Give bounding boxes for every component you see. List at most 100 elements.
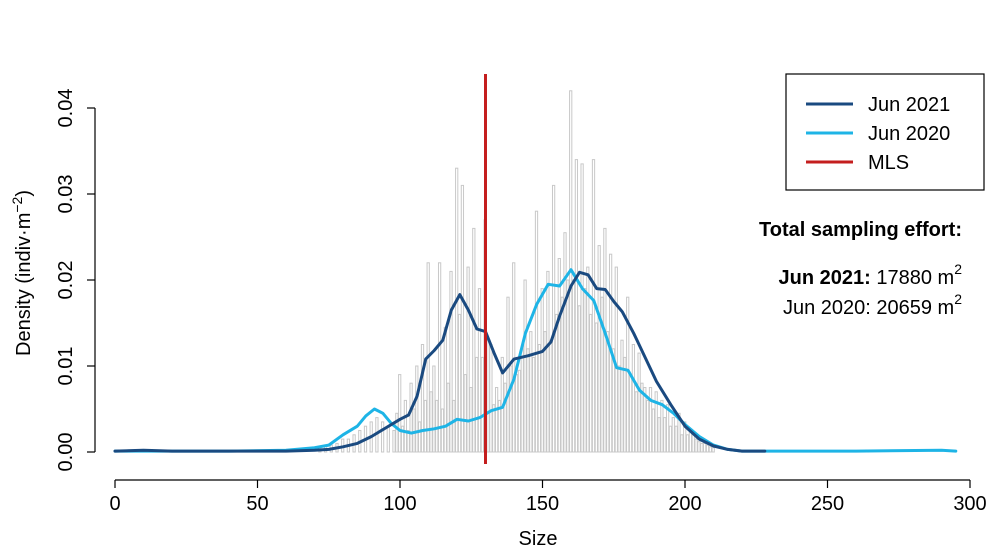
histogram-bar	[452, 399, 456, 453]
histogram-bar	[514, 374, 519, 453]
histogram-bar	[475, 356, 479, 453]
histogram-bar	[398, 374, 402, 453]
histogram-bar	[643, 387, 647, 453]
histogram-bar	[443, 326, 447, 453]
histogram-bar	[543, 331, 547, 453]
histogram-bar	[440, 408, 445, 453]
histogram-bar	[554, 313, 559, 453]
histogram-bar	[648, 387, 653, 453]
histogram-bar	[708, 446, 712, 453]
histogram-bar	[497, 399, 502, 453]
histogram-bar	[455, 167, 459, 453]
histogram-bar	[577, 305, 581, 453]
histogram-bar	[446, 382, 450, 453]
histogram-bar	[386, 425, 390, 453]
histogram-bar	[631, 344, 636, 453]
histogram-bar	[432, 365, 436, 453]
x-tick-label: 300	[953, 493, 986, 515]
histogram-bar	[597, 245, 601, 453]
histogram-bar	[457, 313, 462, 453]
histogram-bar	[403, 399, 408, 453]
histogram-bar	[537, 344, 541, 453]
histogram-bar	[437, 262, 442, 453]
histogram-bar	[628, 374, 633, 453]
histogram-bar	[566, 279, 570, 453]
histogram-bar	[460, 184, 465, 453]
histogram-bar	[660, 399, 664, 453]
histogram-bar	[506, 296, 510, 453]
x-tick-label: 0	[109, 493, 120, 515]
histogram-bar	[606, 331, 610, 453]
histogram-bar	[634, 391, 638, 453]
histogram-bar	[480, 356, 484, 453]
x-tick-label: 150	[526, 493, 559, 515]
legend-label-jun-2021: Jun 2021	[868, 94, 950, 116]
histogram-bar	[409, 382, 413, 453]
histogram-bar	[520, 348, 524, 453]
histogram-bar	[540, 288, 544, 453]
histogram-bar	[637, 352, 641, 453]
histogram-bar	[526, 348, 530, 453]
histogram-bar	[586, 266, 590, 453]
histogram-bar	[663, 417, 667, 453]
legend-label-jun-2020: Jun 2020	[868, 123, 950, 145]
y-tick-label: 0.01	[55, 347, 77, 386]
x-axis-ticks: 0 50 100 150 200 250 300	[109, 480, 987, 515]
histogram-bar	[600, 296, 604, 453]
histogram-bar	[429, 391, 433, 453]
histogram-bar	[509, 365, 513, 453]
histogram-bar	[571, 279, 576, 453]
histogram-bar	[406, 430, 410, 453]
histogram-bar	[623, 356, 627, 453]
histogram-bar	[532, 356, 536, 453]
histogram-bar	[574, 159, 579, 453]
density-series	[113, 268, 958, 453]
y-tick-label: 0.00	[55, 433, 77, 472]
histogram-bar	[651, 408, 655, 453]
histogram-bar	[580, 163, 584, 453]
histogram-bar	[603, 227, 607, 453]
histogram-bar	[677, 412, 681, 453]
histogram-bar	[395, 412, 399, 453]
histogram-bar	[589, 313, 593, 453]
histogram-bar	[700, 442, 704, 453]
histogram-bar	[466, 266, 470, 453]
histogram-bar	[654, 391, 658, 453]
histogram-bar	[512, 262, 516, 453]
x-tick-label: 100	[383, 493, 416, 515]
x-tick-label: 200	[668, 493, 701, 515]
histogram-bar	[674, 425, 678, 453]
histogram-bar	[492, 404, 496, 453]
series-line-jun-2021	[113, 270, 767, 453]
sampling-effort-annotation: Total sampling effort: Jun 2021: 17880 m…	[759, 219, 962, 319]
histogram-bar	[380, 421, 385, 453]
histogram-bar	[494, 387, 499, 453]
histogram-bar	[418, 421, 422, 453]
histogram-bar	[400, 425, 405, 453]
histogram-bar	[703, 442, 707, 453]
y-axis-title: Density (indiv·m−2)	[9, 190, 35, 356]
histogram-bar	[560, 296, 564, 453]
histogram-bar	[646, 399, 650, 453]
histogram-bar	[697, 441, 701, 453]
histogram-bar	[611, 348, 616, 453]
histogram-bar	[680, 434, 684, 453]
legend: Jun 2021 Jun 2020 MLS	[785, 73, 985, 191]
histogram-bar	[671, 417, 675, 453]
histogram-bar	[423, 399, 427, 453]
histogram-bar	[523, 279, 527, 453]
histogram-bar	[392, 430, 396, 453]
histogram-bar	[657, 417, 661, 453]
histogram-bar	[551, 184, 556, 453]
histogram-bar	[489, 344, 493, 453]
histogram-bar	[640, 382, 644, 453]
y-tick-label: 0.03	[55, 175, 77, 214]
histogram-bar	[477, 288, 482, 453]
histogram-bar	[617, 365, 621, 453]
histogram-bar	[546, 270, 550, 453]
histogram-bars	[318, 90, 715, 453]
histogram-bar	[517, 369, 522, 453]
histogram-bar	[683, 421, 687, 453]
annotation-line-jun-2021: Jun 2021: 17880 m2	[779, 261, 963, 289]
